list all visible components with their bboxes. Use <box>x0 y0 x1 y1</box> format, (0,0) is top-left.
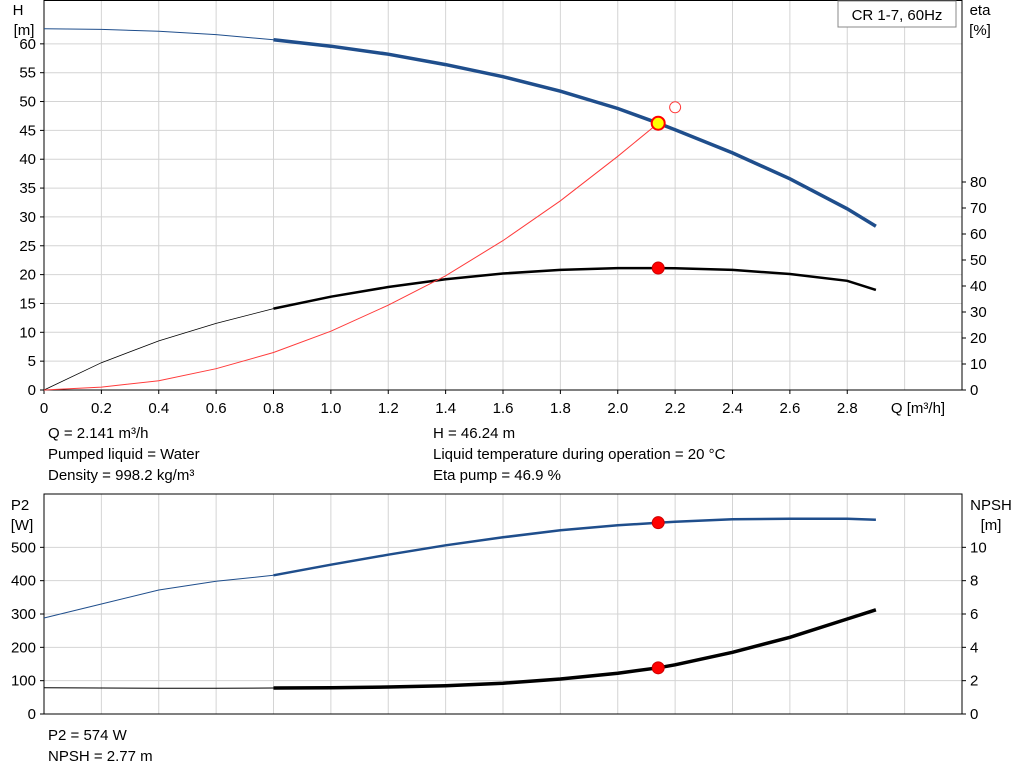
x-tick-label-8: 1.6 <box>493 400 514 417</box>
y-right-tick-label-0: 0 <box>970 706 978 723</box>
system-curve <box>43 122 659 391</box>
y-left-tick-label-8: 40 <box>19 151 36 168</box>
y-right-axis-unit: [m] <box>981 517 1002 534</box>
y-left-tick-label-3: 15 <box>19 295 36 312</box>
y-left-tick-label-1: 5 <box>28 353 36 370</box>
x-tick-label-0: 0 <box>40 400 48 417</box>
power-curve <box>273 517 876 577</box>
x-axis-label: Q [m³/h] <box>891 400 945 417</box>
y-right-tick-label-3: 6 <box>970 606 978 623</box>
x-tick-label-5: 1.0 <box>320 400 341 417</box>
head-curve <box>273 38 877 228</box>
x-tick-label-4: 0.8 <box>263 400 284 417</box>
performance-chart: 0 5 10 15 20 25 30 35 40 45 50 55 60 H [m] 0 10 20 30 40 50 6… <box>13 0 992 417</box>
y-left-tick-label-10: 50 <box>19 94 36 111</box>
info-eta-pump: Eta pump = 46.9 % <box>433 467 561 484</box>
eta-curve <box>273 266 877 310</box>
head-curve-thin <box>43 28 274 41</box>
power-curve-thin <box>43 574 274 619</box>
y-left-tick-label-0: 0 <box>28 706 36 723</box>
y-right-tick-label-8: 80 <box>970 174 987 191</box>
x-tick-label-10: 2.0 <box>607 400 628 417</box>
npsh-point-marker <box>651 661 665 675</box>
y-left-axis-unit: [W] <box>11 517 34 534</box>
x-tick-label-7: 1.4 <box>435 400 456 417</box>
y-right-tick-label-2: 4 <box>970 639 978 656</box>
info-head: H = 46.24 m <box>433 425 516 442</box>
power-npsh-chart: 0 100 200 300 400 500 P2 [W] 0 2 4 6 8 10 NPSH [m] <box>11 493 1012 723</box>
npsh-curve <box>273 608 877 690</box>
y-right-tick-label-1: 2 <box>970 673 978 690</box>
title-box-label: CR 1-7, 60Hz <box>852 7 943 24</box>
y-left-tick-label-6: 30 <box>19 209 36 226</box>
title-box <box>837 0 957 28</box>
y-right-tick-label-4: 40 <box>970 278 987 295</box>
y-left-tick-label-5: 500 <box>11 539 36 556</box>
duty-point-marker <box>669 101 682 114</box>
y-right-tick-label-7: 70 <box>970 200 987 217</box>
x-tick-label-9: 1.8 <box>550 400 571 417</box>
y-right-tick-label-6: 60 <box>970 226 987 243</box>
x-tick-label-14: 2.8 <box>837 400 858 417</box>
y-left-tick-label-2: 10 <box>19 324 36 341</box>
y-left-tick-label-4: 20 <box>19 267 36 284</box>
x-tick-label-6: 1.2 <box>378 400 399 417</box>
y-left-tick-label-11: 55 <box>19 65 36 82</box>
y-left-tick-label-1: 100 <box>11 673 36 690</box>
info-bottom-left: P2 = 574 W NPSH = 2.77 m <box>48 725 153 767</box>
y-right-axis-label: NPSH <box>970 497 1012 514</box>
power-point-marker <box>651 516 665 530</box>
y-left-tick-label-7: 35 <box>19 180 36 197</box>
info-top-left: Q = 2.141 m³/h Pumped liquid = Water Den… <box>48 423 200 486</box>
info-power: P2 = 574 W <box>48 727 127 744</box>
y-left-tick-label-3: 300 <box>11 606 36 623</box>
y-right-tick-label-5: 50 <box>970 252 987 269</box>
y-right-tick-label-5: 10 <box>970 539 987 556</box>
y-right-tick-label-3: 30 <box>970 304 987 321</box>
info-top-right: H = 46.24 m Liquid temperature during op… <box>433 423 725 486</box>
info-flow: Q = 2.141 m³/h <box>48 425 149 442</box>
eta-point-marker <box>651 261 665 275</box>
plot-frame <box>43 493 963 715</box>
y-left-axis-label: P2 <box>11 497 29 514</box>
y-right-tick-label-0: 0 <box>970 382 978 399</box>
x-tick-label-2: 0.4 <box>148 400 169 417</box>
y-right-tick-label-2: 20 <box>970 330 987 347</box>
x-tick-label-11: 2.2 <box>665 400 686 417</box>
x-tick-label-1: 0.2 <box>91 400 112 417</box>
info-npsh: NPSH = 2.77 m <box>48 748 153 765</box>
y-left-tick-label-0: 0 <box>28 382 36 399</box>
y-left-tick-label-4: 400 <box>11 573 36 590</box>
y-right-tick-label-1: 10 <box>970 356 987 373</box>
npsh-curve-thin <box>43 687 274 689</box>
x-tick-label-13: 2.6 <box>779 400 800 417</box>
info-pumped-liquid: Pumped liquid = Water <box>48 446 200 463</box>
y-left-axis-unit: [m] <box>14 22 35 39</box>
y-left-tick-label-12: 60 <box>19 36 36 53</box>
eta-curve-thin <box>43 308 274 391</box>
x-tick-label-12: 2.4 <box>722 400 743 417</box>
y-right-axis-label: eta <box>970 2 992 19</box>
x-tick-label-3: 0.6 <box>206 400 227 417</box>
y-left-axis-label: H <box>13 2 24 19</box>
y-right-axis-unit: [%] <box>969 22 991 39</box>
info-liquid-temperature: Liquid temperature during operation = 20… <box>433 446 726 463</box>
y-left-tick-label-2: 200 <box>11 639 36 656</box>
info-density: Density = 998.2 kg/m³ <box>48 467 195 484</box>
operating-point-marker <box>650 115 666 131</box>
y-right-tick-label-4: 8 <box>970 573 978 590</box>
y-left-tick-label-9: 45 <box>19 122 36 139</box>
y-left-tick-label-5: 25 <box>19 238 36 255</box>
